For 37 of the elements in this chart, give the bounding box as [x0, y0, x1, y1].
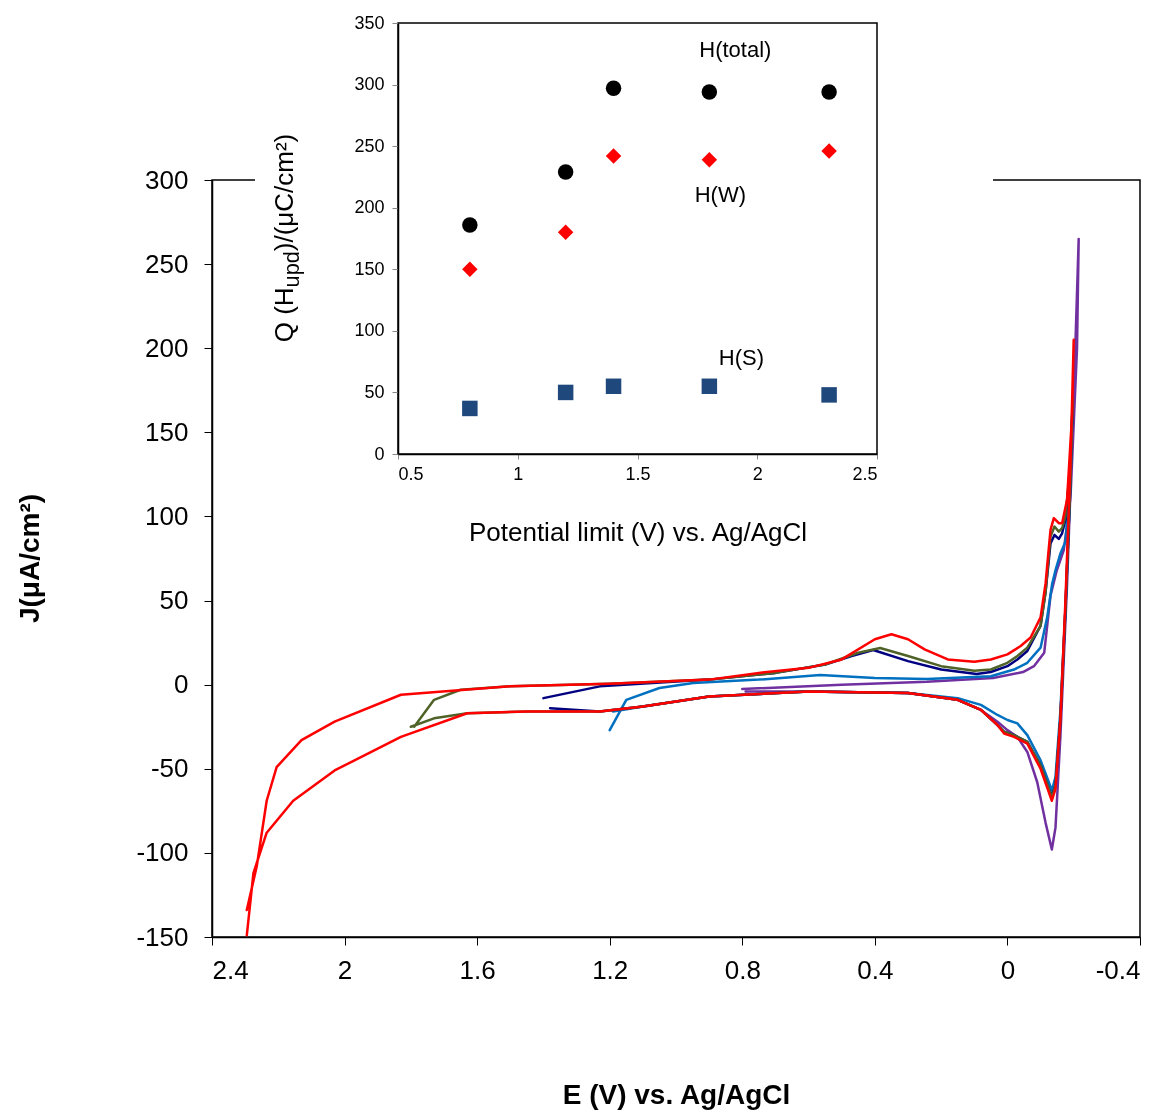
y-tick-label: 100 [145, 500, 189, 531]
y-axis-title: J(μA/cm²) [13, 493, 45, 624]
y-tick-label: -50 [150, 753, 189, 784]
x-tick-label: 0.4 [857, 954, 894, 985]
y-tick-label: 50 [159, 585, 189, 616]
series-label: H(S) [718, 345, 764, 371]
series-label: H(W) [694, 181, 747, 207]
y-tick-label: 200 [354, 197, 385, 218]
y-tick-label: 300 [354, 74, 385, 95]
x-tick-label: 1.6 [459, 954, 496, 985]
x-tick-label: 2.4 [212, 954, 249, 985]
y-tick-label: 50 [364, 381, 385, 402]
y-tick-label: 150 [145, 416, 189, 447]
y-tick-label: 250 [145, 248, 189, 279]
y-tick-label: 300 [145, 164, 189, 195]
y-tick-label: 350 [354, 12, 385, 33]
y-tick-label: 150 [354, 258, 385, 279]
x-tick-label: 2 [337, 954, 353, 985]
series-label: H(total) [699, 36, 772, 62]
x-tick-label: 1 [513, 463, 524, 484]
x-tick-label: -0.4 [1095, 954, 1141, 985]
y-tick-label: 0 [374, 443, 385, 464]
x-axis-title: E (V) vs. Ag/AgCl [562, 1078, 791, 1110]
x-tick-label: 2 [752, 463, 763, 484]
y-tick-label: 250 [354, 135, 385, 156]
x-tick-label: 1.5 [625, 463, 651, 484]
x-tick-label: 0.8 [724, 954, 761, 985]
x-tick-label: 0 [1000, 954, 1016, 985]
y-tick-label: 0 [174, 669, 189, 700]
x-axis-title: Potential limit (V) vs. Ag/AgCl [468, 516, 808, 547]
x-tick-label: 1.2 [592, 954, 629, 985]
y-tick-label: 100 [354, 320, 385, 341]
y-tick-label: -150 [136, 921, 189, 952]
x-tick-label: 0.5 [398, 463, 424, 484]
y-tick-label: -100 [136, 837, 189, 868]
x-tick-label: 2.5 [852, 463, 878, 484]
y-tick-label: 200 [145, 332, 189, 363]
